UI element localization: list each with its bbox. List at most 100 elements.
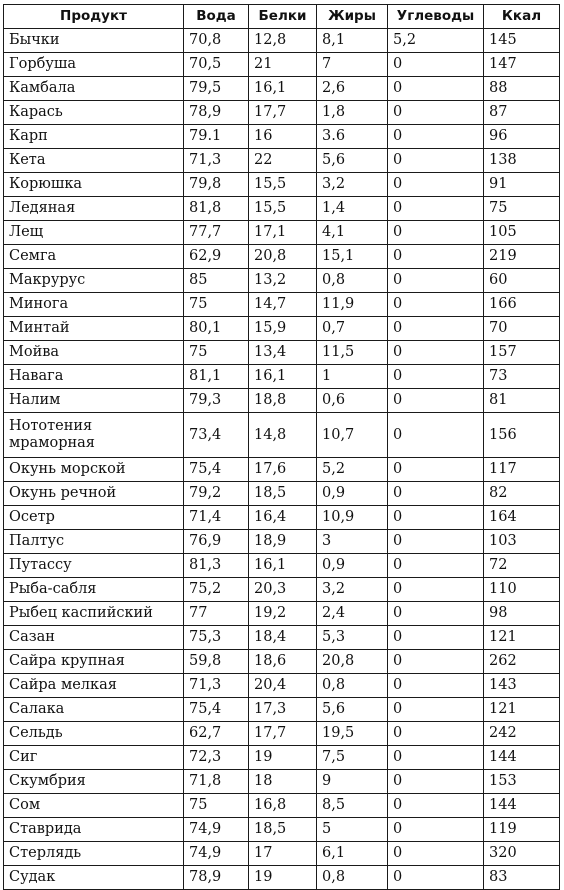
header-carbs: Углеводы [387,4,484,29]
cell-fat: 0,9 [316,481,388,506]
cell-fat: 8,1 [316,28,388,53]
cell-water: 74,9 [183,817,249,842]
cell-fat: 3,2 [316,577,388,602]
cell-kcal: 153 [483,769,560,794]
cell-product: Карась [3,100,184,125]
cell-product: Навага [3,364,184,389]
cell-water: 75,4 [183,457,249,482]
cell-product: Сом [3,793,184,818]
cell-kcal: 87 [483,100,560,125]
cell-fat: 5,6 [316,148,388,173]
cell-product: Сельдь [3,721,184,746]
cell-water: 70,8 [183,28,249,53]
table-row: Кета 71,3 22 5,6 0 138 [3,148,560,173]
cell-fat: 7,5 [316,745,388,770]
table-row: Сельдь 62,7 17,7 19,5 0 242 [3,721,560,746]
cell-product: Налим [3,388,184,413]
cell-protein: 16,1 [248,76,317,101]
cell-fat: 3 [316,529,388,554]
cell-carbs: 0 [387,577,484,602]
cell-product: Нототения мраморная [3,412,184,458]
table-row: Карась 78,9 17,7 1,8 0 87 [3,100,560,125]
cell-fat: 15,1 [316,244,388,269]
cell-protein: 17,7 [248,100,317,125]
cell-fat: 5,2 [316,457,388,482]
cell-water: 76,9 [183,529,249,554]
cell-carbs: 0 [387,649,484,674]
cell-product: Лещ [3,220,184,245]
cell-product: Ставрида [3,817,184,842]
cell-product: Камбала [3,76,184,101]
cell-carbs: 0 [387,769,484,794]
cell-carbs: 0 [387,625,484,650]
cell-kcal: 103 [483,529,560,554]
cell-water: 79,5 [183,76,249,101]
cell-kcal: 144 [483,745,560,770]
cell-carbs: 0 [387,292,484,317]
cell-fat: 3,2 [316,172,388,197]
cell-fat: 0,9 [316,553,388,578]
cell-kcal: 60 [483,268,560,293]
cell-protein: 18,5 [248,481,317,506]
cell-water: 75 [183,292,249,317]
header-kcal: Ккал [483,4,560,29]
cell-product: Корюшка [3,172,184,197]
table-row: Сайра мелкая 71,3 20,4 0,8 0 143 [3,673,560,698]
cell-water: 77,7 [183,220,249,245]
cell-kcal: 117 [483,457,560,482]
cell-fat: 10,7 [316,412,388,458]
table-row: Налим 79,3 18,8 0,6 0 81 [3,388,560,413]
table-row: Сазан 75,3 18,4 5,3 0 121 [3,625,560,650]
cell-product: Кета [3,148,184,173]
cell-carbs: 0 [387,505,484,530]
cell-water: 70,5 [183,52,249,77]
cell-protein: 18,5 [248,817,317,842]
table-row: Навага 81,1 16,1 1 0 73 [3,364,560,389]
cell-kcal: 145 [483,28,560,53]
header-protein: Белки [248,4,317,29]
header-fat: Жиры [316,4,388,29]
cell-carbs: 0 [387,457,484,482]
cell-kcal: 143 [483,673,560,698]
cell-product: Ледяная [3,196,184,221]
cell-protein: 13,4 [248,340,317,365]
fish-nutrition-table: Продукт Вода Белки Жиры Углеводы Ккал Бы… [3,4,560,890]
cell-product: Горбуша [3,52,184,77]
cell-protein: 18 [248,769,317,794]
cell-carbs: 0 [387,745,484,770]
cell-product: Минога [3,292,184,317]
cell-carbs: 0 [387,268,484,293]
cell-protein: 12,8 [248,28,317,53]
cell-carbs: 0 [387,340,484,365]
cell-kcal: 242 [483,721,560,746]
cell-kcal: 81 [483,388,560,413]
cell-carbs: 0 [387,364,484,389]
cell-water: 62,9 [183,244,249,269]
cell-protein: 15,5 [248,196,317,221]
cell-protein: 13,2 [248,268,317,293]
cell-fat: 0,6 [316,388,388,413]
table-row: Рыбец каспийский 77 19,2 2,4 0 98 [3,601,560,626]
cell-fat: 5,3 [316,625,388,650]
table-row: Горбуша 70,5 21 7 0 147 [3,52,560,77]
cell-product: Сиг [3,745,184,770]
cell-fat: 0,8 [316,673,388,698]
cell-carbs: 0 [387,316,484,341]
table-row: Салака 75,4 17,3 5,6 0 121 [3,697,560,722]
cell-protein: 20,4 [248,673,317,698]
cell-water: 79,2 [183,481,249,506]
cell-product: Рыба-сабля [3,577,184,602]
cell-protein: 21 [248,52,317,77]
cell-kcal: 156 [483,412,560,458]
table-row: Камбала 79,5 16,1 2,6 0 88 [3,76,560,101]
cell-protein: 17,7 [248,721,317,746]
cell-kcal: 320 [483,841,560,866]
cell-product: Рыбец каспийский [3,601,184,626]
cell-carbs: 0 [387,172,484,197]
cell-carbs: 0 [387,697,484,722]
cell-protein: 19,2 [248,601,317,626]
cell-carbs: 0 [387,793,484,818]
table-row: Макрурус 85 13,2 0,8 0 60 [3,268,560,293]
table-row: Сиг 72,3 19 7,5 0 144 [3,745,560,770]
table-row: Карп 79.1 16 3.6 0 96 [3,124,560,149]
